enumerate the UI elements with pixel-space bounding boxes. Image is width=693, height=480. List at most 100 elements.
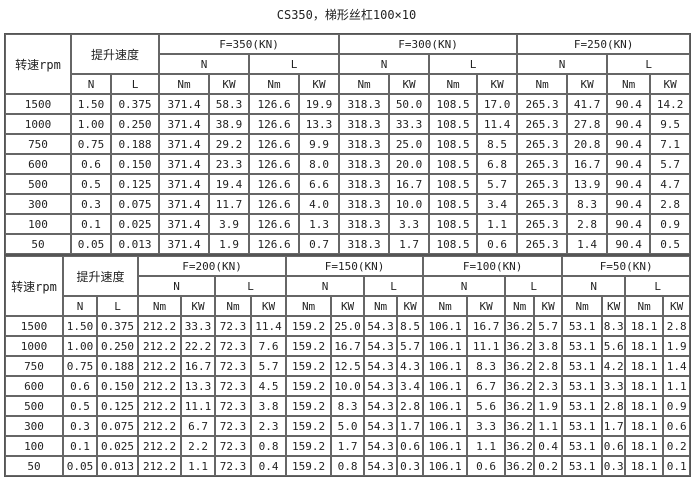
power-cell: 0.5: [650, 234, 691, 254]
table-row: 1500 1.50 0.375 371.4 58.3 126.6 19.9 318.3 50.0…: [5, 94, 691, 114]
torque-nm-header: Nm: [159, 74, 210, 94]
power-cell: 10.0: [389, 194, 430, 214]
power-kw-header: KW: [650, 74, 691, 94]
torque-cell: 212.2: [138, 356, 182, 376]
table-row: 500 0.5 0.125 371.4 19.4 126.6 6.6 318.3 16.7 108…: [5, 174, 691, 194]
torque-cell: 126.6: [249, 134, 300, 154]
power-cell: 0.6: [467, 456, 506, 476]
power-cell: 3.8: [251, 396, 287, 416]
load-group-header: F=50(KN): [562, 256, 691, 276]
power-cell: 20.8: [567, 134, 608, 154]
direction-n-header: N: [339, 54, 430, 74]
torque-cell: 126.6: [249, 94, 300, 114]
speed-cell: 0.125: [97, 396, 139, 416]
torque-cell: 212.2: [138, 336, 182, 356]
torque-cell: 126.6: [249, 154, 300, 174]
rpm-cell: 1500: [5, 94, 71, 114]
power-cell: 6.8: [477, 154, 518, 174]
power-cell: 9.9: [299, 134, 340, 154]
power-cell: 1.3: [299, 214, 340, 234]
power-kw-header: KW: [251, 296, 287, 316]
power-cell: 4.7: [650, 174, 691, 194]
speed-cell: 0.75: [63, 356, 97, 376]
torque-cell: 54.3: [364, 436, 398, 456]
torque-nm-header: Nm: [138, 296, 182, 316]
speed-cell: 0.025: [97, 436, 139, 456]
power-cell: 1.1: [534, 416, 563, 436]
torque-nm-header: Nm: [625, 296, 664, 316]
torque-cell: 54.3: [364, 316, 398, 336]
torque-cell: 72.3: [215, 376, 252, 396]
power-cell: 1.7: [331, 436, 365, 456]
speed-cell: 0.188: [97, 356, 139, 376]
speed-cell: 0.075: [111, 194, 160, 214]
power-cell: 0.9: [650, 214, 691, 234]
torque-nm-header: Nm: [607, 74, 651, 94]
power-kw-header: KW: [209, 74, 250, 94]
torque-cell: 54.3: [364, 336, 398, 356]
speed-l-header: L: [97, 296, 139, 316]
torque-nm-header: Nm: [215, 296, 252, 316]
torque-cell: 53.1: [562, 356, 603, 376]
power-cell: 8.3: [567, 194, 608, 214]
torque-nm-header: Nm: [562, 296, 603, 316]
power-cell: 25.0: [331, 316, 365, 336]
power-cell: 0.8: [331, 456, 365, 476]
power-cell: 8.0: [299, 154, 340, 174]
torque-cell: 106.1: [423, 416, 468, 436]
power-cell: 23.3: [209, 154, 250, 174]
torque-cell: 371.4: [159, 154, 210, 174]
torque-cell: 106.1: [423, 316, 468, 336]
load-group-header: F=300(KN): [339, 34, 518, 54]
torque-cell: 126.6: [249, 194, 300, 214]
power-cell: 5.7: [650, 154, 691, 174]
power-cell: 38.9: [209, 114, 250, 134]
load-group-header: F=100(KN): [423, 256, 563, 276]
torque-cell: 90.4: [607, 174, 651, 194]
power-cell: 1.1: [467, 436, 506, 456]
torque-nm-header: Nm: [429, 74, 478, 94]
power-cell: 7.1: [650, 134, 691, 154]
torque-cell: 212.2: [138, 456, 182, 476]
torque-cell: 36.2: [505, 336, 535, 356]
torque-cell: 265.3: [517, 114, 568, 134]
torque-cell: 53.1: [562, 416, 603, 436]
power-cell: 7.6: [251, 336, 287, 356]
speed-cell: 1.00: [63, 336, 97, 356]
torque-cell: 126.6: [249, 214, 300, 234]
torque-nm-header: Nm: [364, 296, 398, 316]
power-cell: 0.6: [397, 436, 424, 456]
torque-cell: 36.2: [505, 376, 535, 396]
power-cell: 3.3: [602, 376, 626, 396]
torque-cell: 318.3: [339, 94, 390, 114]
torque-cell: 54.3: [364, 376, 398, 396]
torque-cell: 72.3: [215, 396, 252, 416]
table-row: 500 0.5 0.125 212.2 11.1 72.3 3.8 159.2 8.3 54.3 2…: [5, 396, 691, 416]
torque-cell: 159.2: [286, 396, 332, 416]
speed-cell: 1.50: [63, 316, 97, 336]
power-cell: 2.3: [534, 376, 563, 396]
torque-cell: 265.3: [517, 234, 568, 254]
power-cell: 1.1: [477, 214, 518, 234]
torque-nm-header: Nm: [339, 74, 390, 94]
power-kw-header: KW: [567, 74, 608, 94]
torque-cell: 36.2: [505, 356, 535, 376]
torque-cell: 18.1: [625, 416, 664, 436]
torque-cell: 53.1: [562, 376, 603, 396]
torque-cell: 106.1: [423, 336, 468, 356]
power-cell: 0.2: [663, 436, 691, 456]
power-cell: 27.8: [567, 114, 608, 134]
power-cell: 8.3: [467, 356, 506, 376]
torque-cell: 159.2: [286, 436, 332, 456]
power-cell: 6.7: [181, 416, 216, 436]
spec-table-low-load: 转速rpm 提升速度 F=200(KN) F=150(KN) F=100(KN) F=50…: [4, 255, 692, 477]
power-cell: 9.5: [650, 114, 691, 134]
torque-cell: 18.1: [625, 396, 664, 416]
torque-cell: 108.5: [429, 154, 478, 174]
direction-l-header: L: [505, 276, 563, 296]
rpm-cell: 50: [5, 234, 71, 254]
power-cell: 5.7: [477, 174, 518, 194]
torque-nm-header: Nm: [505, 296, 535, 316]
power-cell: 1.4: [663, 356, 691, 376]
